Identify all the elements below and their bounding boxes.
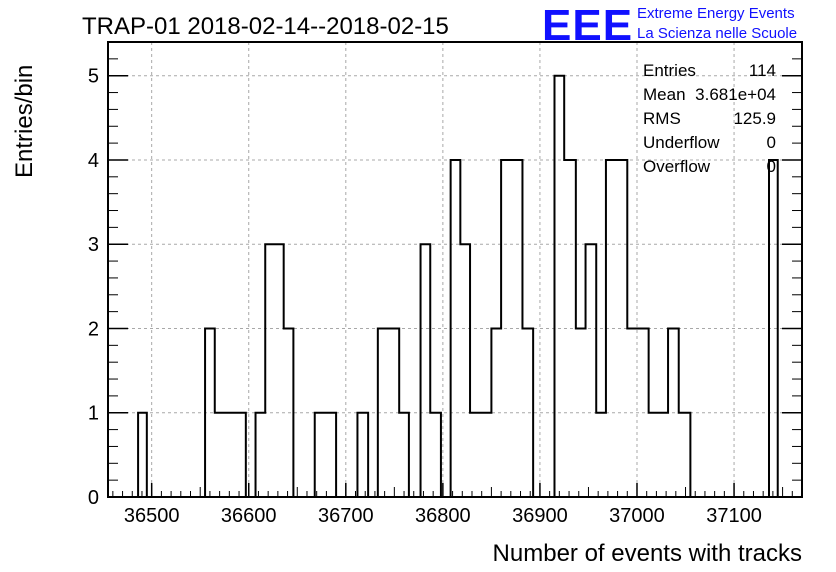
y-tick-label: 0	[88, 487, 99, 509]
plot-frame	[107, 41, 803, 498]
eee-logo-line2: La Scienza nelle Scuole	[637, 25, 797, 42]
x-tick-label: 36600	[221, 505, 277, 527]
stat-mean-value: 3.681e+04	[695, 85, 776, 104]
eee-logo-line1: Extreme Energy Events	[637, 5, 795, 22]
x-tick-label: 36700	[318, 505, 374, 527]
histogram-line	[108, 74, 802, 498]
stat-overflow-value: 0	[767, 157, 776, 176]
x-tick-label: 37100	[706, 505, 762, 527]
tick-labels: 36500 36600 36700 36800 36900 37000 37100 0 1 2 3 4…	[88, 66, 762, 527]
stat-overflow-label: Overflow	[643, 157, 711, 176]
stats-box: Entries 114 Mean 3.681e+04 RMS 125.9 Und…	[643, 61, 776, 176]
y-tick-label: 4	[88, 150, 99, 172]
chart-title: TRAP-01 2018-02-14--2018-02-15	[82, 13, 449, 40]
x-tick-label: 36800	[415, 505, 471, 527]
x-tick-label: 37000	[609, 505, 665, 527]
stat-rms-value: 125.9	[733, 109, 776, 128]
y-tick-label: 5	[88, 66, 99, 88]
x-tick-label: 36900	[512, 505, 568, 527]
y-tick-label: 1	[88, 403, 99, 425]
eee-logo-mark: EEE	[542, 1, 633, 50]
eee-logo: EEE Extreme Energy Events La Scienza nel…	[542, 1, 797, 50]
y-axis-label: Entries/bin	[11, 65, 38, 178]
y-tick-label: 3	[88, 234, 99, 256]
stat-rms-label: RMS	[643, 109, 681, 128]
stat-underflow-label: Underflow	[643, 133, 720, 152]
stat-underflow-value: 0	[767, 133, 776, 152]
grid	[108, 42, 802, 497]
y-tick-label: 2	[88, 318, 99, 340]
stat-mean-label: Mean	[643, 85, 686, 104]
stat-entries-value: 114	[749, 61, 776, 80]
axis-ticks	[108, 58, 803, 498]
stat-entries-label: Entries	[643, 61, 696, 80]
x-tick-label: 36500	[124, 505, 180, 527]
x-axis-label: Number of events with tracks	[493, 540, 802, 567]
